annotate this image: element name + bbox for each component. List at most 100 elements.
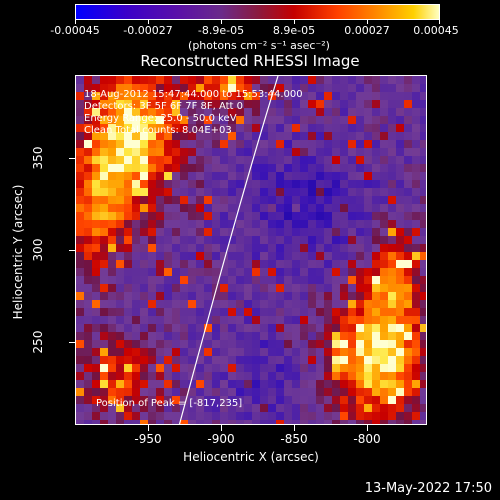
heatmap-pixel xyxy=(252,300,260,308)
heatmap-pixel xyxy=(148,84,156,92)
heatmap-pixel xyxy=(92,404,100,412)
heatmap-pixel xyxy=(308,292,316,300)
heatmap-pixel xyxy=(356,196,364,204)
heatmap-pixel xyxy=(204,76,212,84)
heatmap-pixel xyxy=(348,164,356,172)
heatmap-pixel xyxy=(348,420,356,424)
heatmap-pixel xyxy=(236,116,244,124)
heatmap-pixel xyxy=(164,244,172,252)
heatmap-pixel xyxy=(420,204,426,212)
heatmap-pixel xyxy=(116,372,124,380)
heatmap-pixel xyxy=(324,180,332,188)
heatmap-pixel xyxy=(164,300,172,308)
heatmap-pixel xyxy=(204,108,212,116)
heatmap-pixel xyxy=(228,108,236,116)
heatmap-pixel xyxy=(148,412,156,420)
heatmap-pixel xyxy=(308,372,316,380)
heatmap-pixel xyxy=(380,300,388,308)
heatmap-pixel xyxy=(276,132,284,140)
heatmap-pixel xyxy=(348,84,356,92)
heatmap-pixel xyxy=(252,404,260,412)
heatmap-pixel xyxy=(116,132,124,140)
heatmap-pixel xyxy=(148,204,156,212)
heatmap-pixel xyxy=(284,228,292,236)
heatmap-pixel xyxy=(372,292,380,300)
heatmap-pixel xyxy=(300,100,308,108)
heatmap-pixel xyxy=(420,76,426,84)
heatmap-pixel xyxy=(380,348,388,356)
heatmap-pixel xyxy=(316,324,324,332)
heatmap-pixel xyxy=(180,340,188,348)
heatmap-pixel xyxy=(204,268,212,276)
heatmap-pixel xyxy=(364,380,372,388)
heatmap-pixel xyxy=(324,340,332,348)
heatmap-pixel xyxy=(100,236,108,244)
heatmap-pixel xyxy=(188,308,196,316)
heatmap-pixel xyxy=(356,316,364,324)
heatmap-pixel xyxy=(388,212,396,220)
heatmap-pixel xyxy=(228,156,236,164)
heatmap-pixel xyxy=(244,132,252,140)
heatmap-pixel xyxy=(324,116,332,124)
heatmap-pixel xyxy=(132,380,140,388)
heatmap-pixel xyxy=(252,348,260,356)
heatmap-pixel xyxy=(116,76,124,84)
heatmap-pixel xyxy=(100,92,108,100)
plot-timestamp: 13-May-2022 17:50 xyxy=(364,481,492,496)
heatmap-pixel xyxy=(300,92,308,100)
heatmap-pixel xyxy=(156,348,164,356)
heatmap-pixel xyxy=(124,164,132,172)
heatmap-pixel xyxy=(116,348,124,356)
heatmap-pixel xyxy=(156,332,164,340)
heatmap-pixel xyxy=(388,332,396,340)
heatmap-pixel xyxy=(244,340,252,348)
heatmap-pixel xyxy=(188,236,196,244)
heatmap-pixel xyxy=(324,164,332,172)
heatmap-pixel xyxy=(404,156,412,164)
heatmap-pixel xyxy=(420,172,426,180)
heatmap-pixel xyxy=(316,188,324,196)
heatmap-pixel xyxy=(84,276,92,284)
heatmap-pixel xyxy=(76,212,84,220)
heatmap-pixel xyxy=(244,84,252,92)
heatmap-pixel xyxy=(404,300,412,308)
heatmap-pixel xyxy=(316,76,324,84)
heatmap-pixel xyxy=(180,388,188,396)
heatmap-pixel xyxy=(300,404,308,412)
heatmap-pixel xyxy=(212,364,220,372)
heatmap-pixel xyxy=(220,212,228,220)
heatmap-pixel xyxy=(212,148,220,156)
heatmap-pixel xyxy=(380,236,388,244)
heatmap-pixel xyxy=(372,244,380,252)
heatmap-pixel xyxy=(268,196,276,204)
heatmap-pixel xyxy=(356,236,364,244)
heatmap-pixel xyxy=(92,396,100,404)
heatmap-pixel xyxy=(276,244,284,252)
heatmap-pixel xyxy=(364,356,372,364)
heatmap-pixel xyxy=(148,132,156,140)
heatmap-pixel xyxy=(196,132,204,140)
heatmap-pixel xyxy=(412,420,420,424)
heatmap-pixel xyxy=(132,76,140,84)
heatmap-pixel xyxy=(196,404,204,412)
heatmap-pixel xyxy=(84,332,92,340)
heatmap-pixel xyxy=(332,260,340,268)
heatmap-pixel xyxy=(196,84,204,92)
heatmap-pixel xyxy=(148,124,156,132)
heatmap-pixel xyxy=(332,220,340,228)
heatmap-pixel xyxy=(188,228,196,236)
heatmap-pixel xyxy=(180,300,188,308)
heatmap-pixel xyxy=(268,212,276,220)
heatmap-pixel xyxy=(236,380,244,388)
heatmap-pixel xyxy=(412,204,420,212)
heatmap-pixel xyxy=(260,252,268,260)
heatmap-pixel xyxy=(412,268,420,276)
heatmap-pixel xyxy=(364,148,372,156)
heatmap-pixel xyxy=(348,260,356,268)
heatmap-pixel xyxy=(284,276,292,284)
heatmap-pixel xyxy=(356,156,364,164)
heatmap-pixel xyxy=(220,244,228,252)
heatmap-pixel xyxy=(164,164,172,172)
heatmap-pixel xyxy=(100,164,108,172)
heatmap-pixel xyxy=(116,108,124,116)
